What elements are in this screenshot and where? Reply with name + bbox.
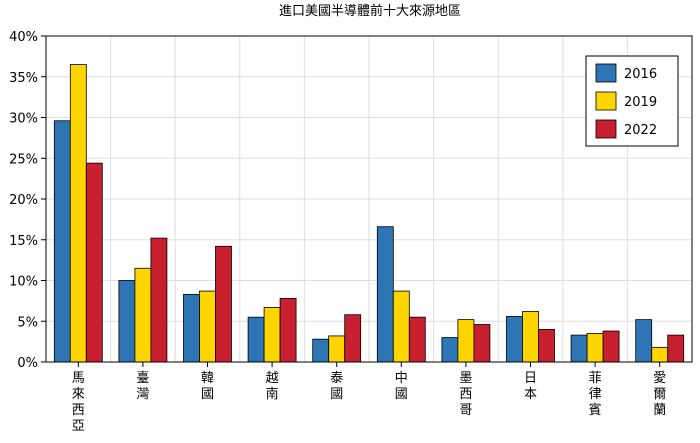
bar-2019-9 xyxy=(651,346,669,363)
bar-2022-5 xyxy=(408,316,426,363)
y-tick-label: 5% xyxy=(17,315,38,330)
legend-label: 2016 xyxy=(624,67,657,82)
bar-2016-8 xyxy=(570,334,588,363)
bars xyxy=(53,64,685,363)
y-tick-label: 15% xyxy=(9,234,38,249)
bar-2016-0 xyxy=(53,120,71,363)
bar-2016-6 xyxy=(441,337,459,363)
y-tick-label: 20% xyxy=(9,193,38,208)
bar-2019-1 xyxy=(134,267,152,363)
bar-2022-6 xyxy=(473,324,491,363)
legend-label: 2019 xyxy=(624,95,657,110)
bar-2016-5 xyxy=(376,226,394,363)
bar-2019-5 xyxy=(392,290,410,363)
y-tick-label: 25% xyxy=(9,152,38,167)
chart-title: 進口美國半導體前十大來源地區 xyxy=(279,3,461,19)
bar-2022-3 xyxy=(279,298,297,363)
legend-swatch xyxy=(595,63,617,83)
x-tick-label: 中國 xyxy=(395,371,408,402)
legend: 2016 2019 2022 xyxy=(585,55,679,147)
bar-2019-3 xyxy=(263,306,281,363)
axes: 0% 5% 10% 15% 20% 25% 30% 35% 40% 馬來西亞 臺灣 韓國 越南 泰國 中國 墨… xyxy=(9,30,693,434)
legend-swatch xyxy=(595,119,617,139)
x-tick-label: 馬來西亞 xyxy=(72,371,85,434)
x-tick-label: 菲律賓 xyxy=(589,371,602,418)
bar-2022-2 xyxy=(215,245,232,363)
x-tick-label: 愛爾蘭 xyxy=(653,371,666,418)
bar-2016-7 xyxy=(506,315,523,363)
bar-2022-1 xyxy=(150,237,168,363)
bar-2022-4 xyxy=(344,314,362,363)
bar-2016-3 xyxy=(247,316,265,363)
legend-swatch xyxy=(595,91,617,111)
bar-2022-9 xyxy=(667,334,685,363)
bar-2016-2 xyxy=(183,293,200,363)
y-tick-label: 0% xyxy=(17,356,38,371)
bar-2022-7 xyxy=(538,328,555,363)
bar-2016-4 xyxy=(312,338,330,363)
x-tick-label: 墨西哥 xyxy=(459,371,472,418)
plot-frame xyxy=(45,35,693,363)
bar-2019-0 xyxy=(69,64,87,363)
y-tick-label: 10% xyxy=(9,275,38,290)
bar-2019-2 xyxy=(199,290,216,363)
x-tick-label: 韓國 xyxy=(201,371,214,402)
x-tick-label: 泰國 xyxy=(330,371,343,402)
bar-2019-6 xyxy=(457,319,475,363)
x-tick-label: 臺灣 xyxy=(136,371,149,402)
bar-2019-4 xyxy=(328,335,346,363)
bar-2016-1 xyxy=(118,280,136,363)
y-tick-label: 30% xyxy=(9,112,38,127)
x-tick-label: 越南 xyxy=(266,371,279,402)
bar-2019-8 xyxy=(586,333,604,363)
bar-2019-7 xyxy=(522,311,539,363)
bar-2016-9 xyxy=(635,319,653,363)
bar-2022-8 xyxy=(602,330,620,363)
y-tick-label: 35% xyxy=(9,71,38,86)
legend-label: 2022 xyxy=(624,123,657,138)
bar-2022-0 xyxy=(85,162,103,363)
x-tick-label: 日本 xyxy=(524,371,537,402)
y-tick-label: 40% xyxy=(9,30,38,45)
